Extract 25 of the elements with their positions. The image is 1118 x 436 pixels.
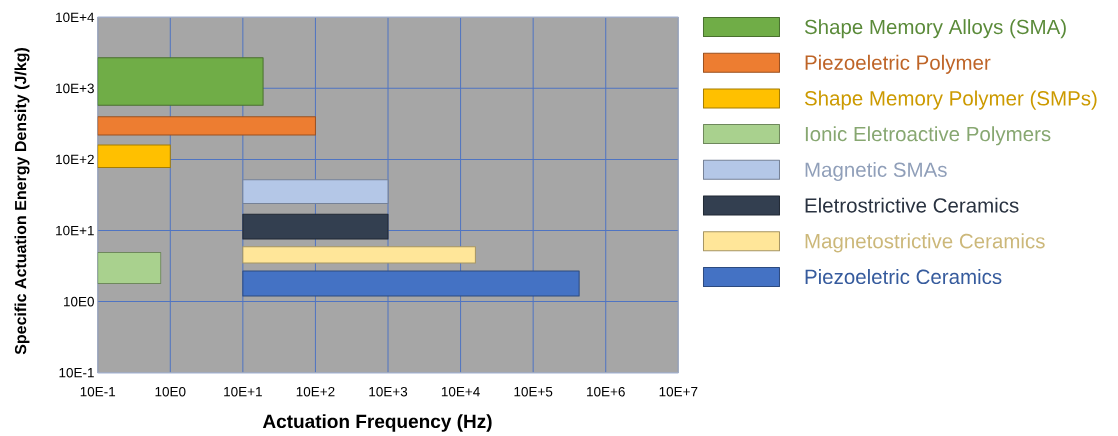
y-tick-label: 10E-1 — [59, 367, 94, 378]
x-tick-label: 10E+6 — [587, 386, 625, 397]
y-tick-label: 10E+1 — [56, 225, 94, 236]
y-tick-label: 10E0 — [64, 296, 94, 307]
y-tick-label: 10E+4 — [56, 12, 95, 23]
legend-label: Shape Memory Alloys (SMA) — [804, 19, 1066, 39]
x-tick-label: 10E+7 — [659, 386, 698, 397]
legend-label: Shape Memory Polymer (SMPs) — [804, 90, 1097, 110]
y-tick-label: 10E+3 — [56, 83, 94, 94]
legend-label: Ionic Eletroactive Polymers — [805, 126, 1051, 146]
legend-label: Piezoeletric Polymer — [805, 54, 991, 74]
x-tick-label: 10E+3 — [369, 386, 408, 397]
y-axis-title: Specific Actuation Energy Density (J/kg) — [14, 48, 30, 355]
x-axis-title: Actuation Frequency (Hz) — [262, 414, 492, 432]
legend-label: Eletrostrictive Ceramics — [805, 197, 1019, 213]
x-tick-label: 10E+1 — [224, 386, 262, 397]
x-tick-label: 10E0 — [155, 386, 186, 397]
x-tick-label: 10E+4 — [441, 386, 480, 397]
x-tick-label: 10E-1 — [80, 386, 116, 397]
legend-label: Magnetic SMAs — [805, 161, 947, 182]
y-tick-label: 10E+2 — [56, 154, 94, 165]
legend-label: Piezoeletric Ceramics — [805, 269, 1002, 285]
x-tick-label: 10E+2 — [296, 386, 335, 397]
x-tick-label: 10E+5 — [514, 386, 553, 397]
legend-label: Magnetostrictive Ceramics — [805, 233, 1045, 253]
